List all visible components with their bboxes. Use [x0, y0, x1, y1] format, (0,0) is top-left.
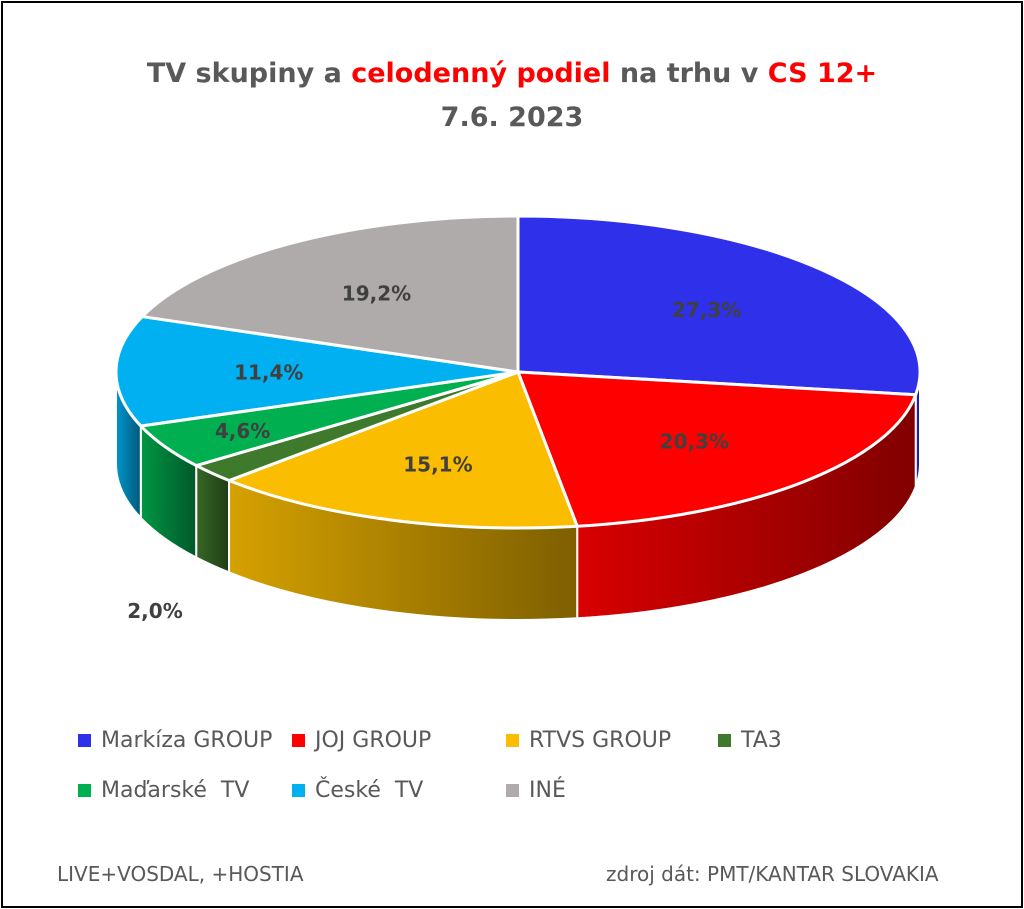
chart-title: TV skupiny a celodenný podiel na trhu v … — [0, 52, 1024, 140]
slice-ceske-tv — [114, 315, 520, 428]
slice-rtvs-group — [227, 370, 579, 530]
data-label-markiza-group: 27,3% — [672, 298, 741, 322]
data-label-ine: 19,2% — [342, 281, 411, 305]
data-labels: 27,3% 20,3% 15,1% 2,0% 4,6% 11,4% 19,2% — [127, 281, 741, 623]
slice-joj-group — [516, 370, 918, 528]
pie-slices — [114, 214, 922, 530]
title-highlight-1: celodenný podiel — [351, 58, 611, 89]
slice-markiza-group — [516, 214, 922, 397]
title-line-2: 7.6. 2023 — [440, 102, 584, 133]
slice-side-ta3 — [195, 463, 231, 574]
title-line-1: TV skupiny a celodenný podiel na trhu v … — [0, 52, 1024, 96]
title-highlight-2: CS 12+ — [767, 58, 878, 89]
title-part-2: na trhu v — [610, 58, 768, 89]
data-label-madarske-tv: 4,6% — [215, 419, 270, 443]
data-label-rtvs-group: 15,1% — [403, 453, 472, 477]
footer-note: LIVE+VOSDAL, +HOSTIA — [57, 862, 304, 886]
data-label-ta3: 2,0% — [127, 599, 182, 623]
data-label-joj-group: 20,3% — [660, 429, 729, 453]
title-part-1: TV skupiny a — [146, 58, 352, 89]
data-label-ceske-tv: 11,4% — [234, 361, 303, 385]
slice-ine — [140, 214, 520, 374]
footer-source: zdroj dát: PMT/KANTAR SLOVAKIA — [606, 862, 939, 886]
